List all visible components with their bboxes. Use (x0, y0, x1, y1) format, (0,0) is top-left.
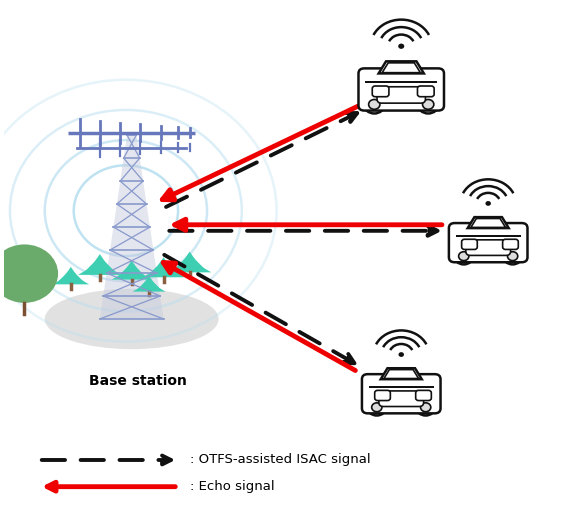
Circle shape (0, 244, 58, 303)
Text: : Echo signal: : Echo signal (190, 480, 274, 493)
Text: Base station: Base station (89, 374, 186, 389)
Polygon shape (141, 276, 158, 288)
Polygon shape (467, 217, 509, 228)
Circle shape (416, 399, 435, 416)
Polygon shape (149, 260, 179, 274)
Circle shape (368, 399, 386, 416)
Polygon shape (89, 254, 111, 270)
Circle shape (503, 248, 522, 264)
Polygon shape (137, 278, 161, 289)
Polygon shape (78, 262, 122, 275)
FancyBboxPatch shape (372, 86, 389, 97)
Circle shape (455, 248, 473, 264)
Circle shape (459, 252, 469, 261)
Polygon shape (471, 219, 506, 227)
Circle shape (420, 403, 431, 412)
Polygon shape (117, 263, 146, 277)
FancyBboxPatch shape (379, 391, 423, 407)
Polygon shape (143, 265, 185, 278)
Polygon shape (382, 63, 420, 73)
FancyBboxPatch shape (377, 87, 426, 103)
Polygon shape (153, 258, 174, 272)
Ellipse shape (45, 289, 219, 349)
Circle shape (507, 252, 518, 261)
Circle shape (369, 99, 380, 109)
FancyBboxPatch shape (462, 239, 477, 249)
Text: : OTFS-assisted ISAC signal: : OTFS-assisted ISAC signal (190, 454, 370, 466)
Polygon shape (122, 261, 142, 275)
FancyBboxPatch shape (359, 69, 444, 111)
Circle shape (399, 352, 404, 357)
Polygon shape (52, 274, 89, 284)
Polygon shape (112, 268, 152, 280)
Polygon shape (179, 251, 201, 267)
Polygon shape (384, 370, 419, 378)
Polygon shape (62, 267, 80, 280)
Circle shape (364, 95, 385, 114)
FancyBboxPatch shape (466, 240, 510, 255)
FancyBboxPatch shape (417, 86, 434, 97)
Circle shape (372, 403, 382, 412)
Circle shape (423, 99, 434, 109)
Polygon shape (168, 260, 212, 272)
Circle shape (398, 44, 405, 49)
Polygon shape (84, 257, 115, 272)
Polygon shape (379, 61, 424, 73)
FancyBboxPatch shape (449, 223, 527, 262)
Polygon shape (174, 254, 205, 269)
FancyBboxPatch shape (503, 239, 518, 249)
Circle shape (417, 95, 439, 114)
Polygon shape (58, 269, 84, 282)
FancyBboxPatch shape (375, 390, 390, 400)
Polygon shape (381, 368, 422, 379)
Polygon shape (132, 282, 166, 292)
Polygon shape (100, 135, 163, 319)
FancyBboxPatch shape (362, 374, 440, 413)
FancyBboxPatch shape (416, 390, 432, 400)
Circle shape (486, 201, 491, 206)
